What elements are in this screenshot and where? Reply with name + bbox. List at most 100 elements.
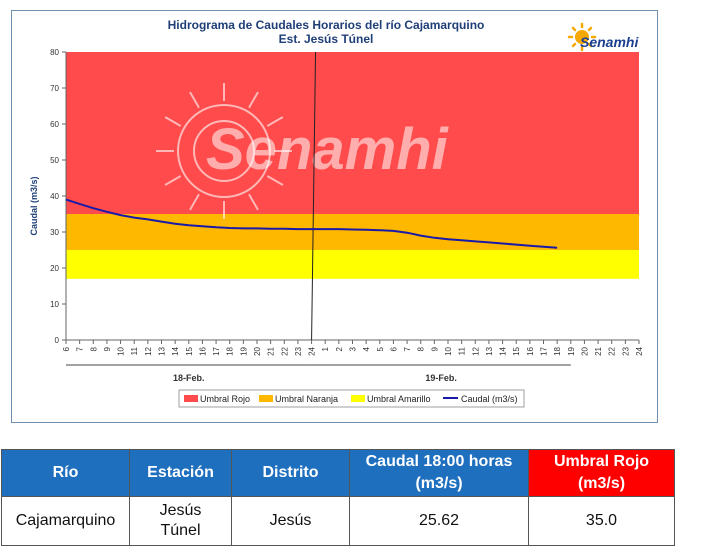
watermark-ray — [164, 116, 182, 127]
legend-swatch-rojo — [184, 395, 198, 402]
x-tick-label: 10 — [444, 346, 453, 355]
header-umbral-line2: (m3/s) — [577, 475, 626, 492]
legend-label-rojo: Umbral Rojo — [200, 394, 250, 404]
day-group-label-1: 18-Feb. — [173, 373, 205, 383]
x-tick-label: 2 — [335, 346, 344, 351]
x-tick-label: 8 — [89, 346, 98, 351]
legend-swatch-amarillo — [351, 395, 365, 402]
hydrograph-chart: Hidrograma de Caudales Horarios del río … — [29, 18, 644, 408]
legend-label-naranja: Umbral Naranja — [275, 394, 338, 404]
x-tick-label: 11 — [458, 346, 467, 355]
current-time-line — [311, 51, 317, 341]
x-tick-label: 20 — [580, 346, 589, 355]
y-tick-label: 10 — [50, 300, 59, 309]
x-axis: 6 7 8 9 10 11 12 13 14 15 16 17 18 19 20 21 22 23 24 1 2 3 4 5 6… — [62, 339, 644, 356]
x-tick-label: 7 — [76, 346, 85, 351]
y-tick-label: 70 — [50, 84, 59, 93]
table-header-row: Río Estación Distrito Caudal 18:00 horas… — [1, 449, 675, 497]
y-axis-label: Caudal (m3/s) — [29, 176, 39, 235]
watermark-ray — [189, 91, 200, 109]
cell-rio: Cajamarquino — [1, 496, 130, 546]
series-caudal-line — [65, 198, 558, 249]
x-tick-label: 14 — [499, 346, 508, 355]
x-tick-label: 15 — [185, 346, 194, 355]
x-tick-label: 19 — [239, 346, 248, 355]
x-tick-label: 20 — [253, 346, 262, 355]
band-3 — [66, 250, 639, 279]
sun-logo-icon — [567, 22, 597, 52]
x-tick-label: 4 — [362, 346, 371, 351]
x-tick-label: 5 — [376, 346, 385, 351]
x-tick-label: 22 — [280, 346, 289, 355]
watermark-ray — [266, 175, 284, 186]
x-tick-label: 17 — [212, 346, 221, 355]
station-info-table: Río Estación Distrito Caudal 18:00 horas… — [1, 449, 675, 546]
table-row: Cajamarquino Jesús Túnel Jesús 25.62 35.… — [1, 496, 675, 546]
watermark-ray — [266, 116, 284, 127]
x-tick-label: 24 — [308, 346, 317, 355]
legend: Umbral Rojo Umbral Naranja Umbral Amaril… — [178, 389, 525, 408]
header-rio: Río — [1, 449, 130, 497]
x-tick-label: 6 — [389, 346, 398, 351]
x-tick-label: 12 — [471, 346, 480, 355]
x-tick-label: 9 — [430, 346, 439, 351]
cell-caudal: 25.62 — [349, 496, 529, 546]
chart-title: Hidrograma de Caudales Horarios del río … — [168, 18, 485, 32]
x-tick-label: 23 — [621, 346, 630, 355]
x-tick-label: 14 — [171, 346, 180, 355]
header-umbral-line1: Umbral Rojo — [553, 453, 650, 470]
y-tick-label: 40 — [50, 192, 59, 201]
watermark-sun-icon — [156, 83, 292, 219]
x-tick-label: 15 — [512, 346, 521, 355]
y-axis: 0 10 20 30 40 50 60 70 80 — [50, 48, 67, 345]
band-2 — [66, 214, 639, 250]
header-caudal: Caudal 18:00 horas (m3/s) — [349, 449, 529, 497]
legend-label-amarillo: Umbral Amarillo — [367, 394, 431, 404]
x-tick-label: 13 — [485, 346, 494, 355]
x-tick-label: 12 — [144, 346, 153, 355]
y-tick-label: 30 — [50, 228, 59, 237]
header-distrito: Distrito — [231, 449, 350, 497]
legend-label-caudal: Caudal (m3/s) — [461, 394, 518, 404]
x-tick-label: 10 — [117, 346, 126, 355]
x-tick-label: 17 — [540, 346, 549, 355]
day-group-label-2: 19-Feb. — [425, 373, 457, 383]
y-tick-label: 80 — [50, 48, 59, 57]
x-tick-label: 16 — [526, 346, 535, 355]
cell-estacion-line2: Túnel — [160, 522, 201, 539]
x-tick-label: 6 — [62, 346, 71, 351]
cell-distrito: Jesús — [231, 496, 350, 546]
cell-umbral: 35.0 — [528, 496, 675, 546]
day-groups: 18-Feb. 19-Feb. — [66, 364, 571, 383]
header-caudal-line2: (m3/s) — [415, 475, 463, 492]
y-tick-label: 0 — [55, 336, 60, 345]
y-tick-label: 20 — [50, 264, 59, 273]
cell-estacion: Jesús Túnel — [129, 496, 232, 546]
watermark-text: Senamhi — [206, 117, 450, 182]
x-tick-label: 3 — [349, 346, 358, 351]
x-tick-label: 24 — [635, 346, 644, 355]
chart-subtitle: Est. Jesús Túnel — [279, 32, 374, 46]
legend-swatch-naranja — [259, 395, 273, 402]
x-tick-label: 18 — [553, 346, 562, 355]
x-tick-label: 9 — [103, 346, 112, 351]
y-tick-label: 50 — [50, 156, 59, 165]
watermark-ray — [248, 91, 259, 109]
x-tick-label: 19 — [567, 346, 576, 355]
chart-frame: Hidrograma de Caudales Horarios del río … — [11, 10, 658, 423]
x-tick-label: 1 — [321, 346, 330, 351]
x-tick-label: 16 — [198, 346, 207, 355]
x-tick-label: 21 — [594, 346, 603, 355]
senamhi-logo: Senamhi — [567, 22, 639, 52]
header-caudal-line1: Caudal 18:00 horas — [365, 453, 513, 470]
x-tick-label: 23 — [294, 346, 303, 355]
x-tick-label: 7 — [403, 346, 412, 351]
band-1 — [66, 52, 639, 214]
watermark: Senamhi — [156, 83, 450, 219]
x-tick-label: 13 — [158, 346, 167, 355]
x-tick-label: 22 — [608, 346, 617, 355]
y-tick-label: 60 — [50, 120, 59, 129]
x-tick-label: 8 — [417, 346, 426, 351]
watermark-ray — [164, 175, 182, 186]
x-tick-label: 11 — [130, 346, 139, 355]
